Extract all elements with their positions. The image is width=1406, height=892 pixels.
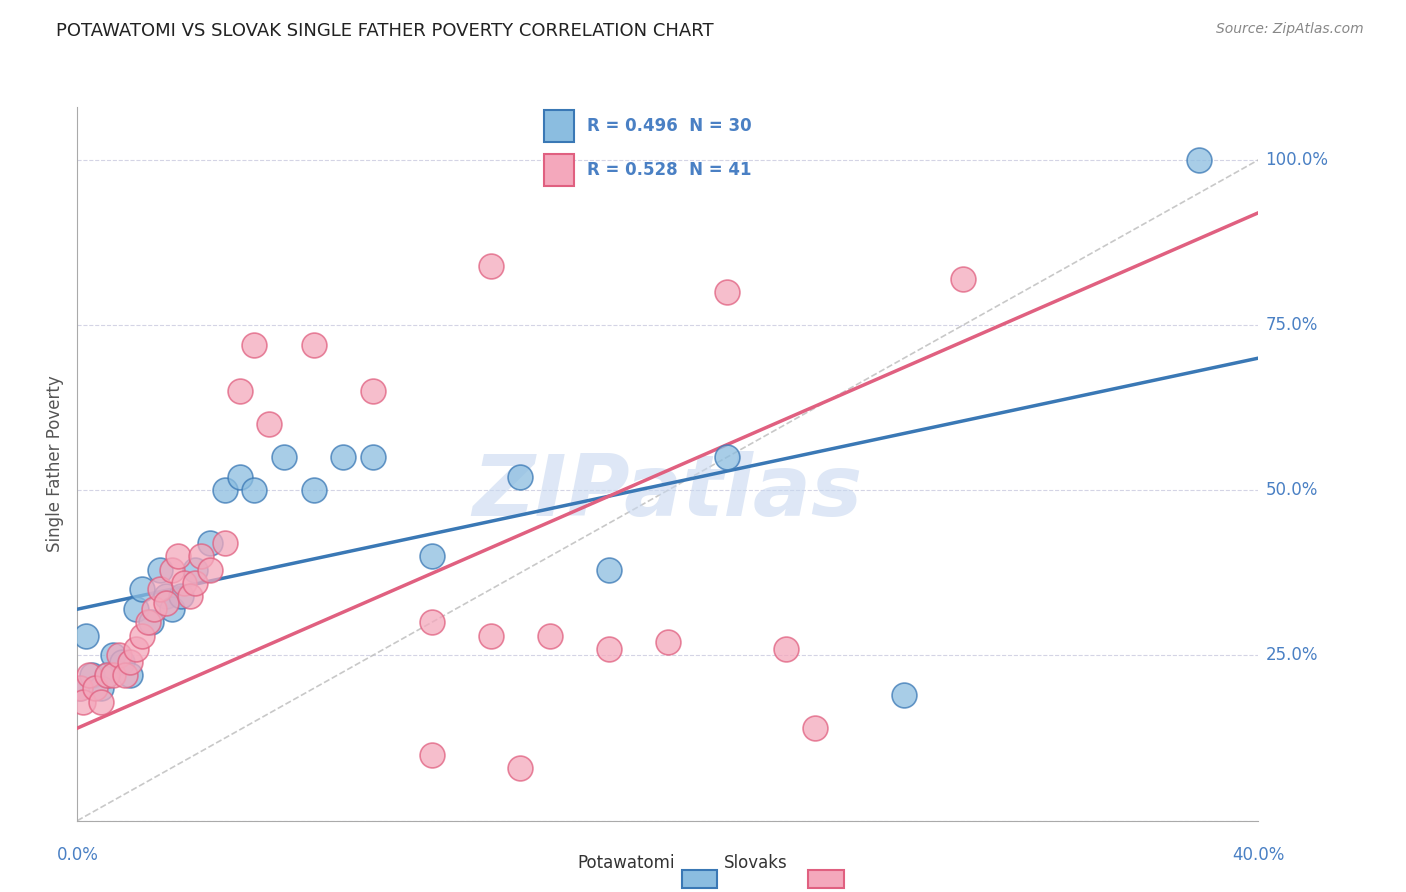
Point — [179, 589, 201, 603]
Text: R = 0.528  N = 41: R = 0.528 N = 41 — [586, 161, 751, 178]
FancyBboxPatch shape — [544, 110, 575, 142]
Point — [184, 575, 207, 590]
Text: 40.0%: 40.0% — [1232, 846, 1285, 863]
Point — [302, 483, 325, 498]
Point — [214, 483, 236, 498]
FancyBboxPatch shape — [544, 154, 575, 186]
Point — [479, 629, 502, 643]
Point — [538, 629, 561, 643]
Point — [420, 615, 443, 630]
Point — [716, 285, 738, 299]
Point — [149, 563, 172, 577]
Text: Potawatomi: Potawatomi — [578, 855, 675, 872]
Point — [775, 641, 797, 656]
Point — [893, 688, 915, 702]
Point — [155, 589, 177, 603]
Point — [598, 563, 620, 577]
Point — [509, 470, 531, 484]
Point — [214, 536, 236, 550]
Point — [155, 596, 177, 610]
Text: 0.0%: 0.0% — [56, 846, 98, 863]
Point — [173, 575, 195, 590]
Point — [84, 681, 107, 696]
Point — [143, 602, 166, 616]
Text: 25.0%: 25.0% — [1265, 647, 1317, 665]
Point — [1188, 153, 1211, 167]
Point — [228, 384, 252, 399]
Point — [243, 338, 266, 352]
Point — [101, 668, 124, 682]
Point — [90, 695, 112, 709]
Point — [361, 450, 384, 465]
Point — [200, 563, 222, 577]
Point — [136, 615, 159, 630]
Point — [82, 668, 104, 682]
Text: 50.0%: 50.0% — [1265, 482, 1317, 500]
Point — [75, 629, 97, 643]
Point — [96, 668, 118, 682]
Text: Source: ZipAtlas.com: Source: ZipAtlas.com — [1216, 22, 1364, 37]
Point — [120, 668, 142, 682]
Point — [952, 272, 974, 286]
Point — [131, 629, 153, 643]
Point — [509, 761, 531, 775]
Point — [332, 450, 354, 465]
Point — [190, 549, 212, 564]
Point — [125, 602, 148, 616]
Point — [184, 563, 207, 577]
Point — [69, 681, 91, 696]
Point — [107, 648, 129, 663]
Point — [657, 635, 679, 649]
Point — [77, 668, 100, 682]
Text: R = 0.496  N = 30: R = 0.496 N = 30 — [586, 117, 751, 135]
Point — [259, 417, 281, 432]
Text: 75.0%: 75.0% — [1265, 316, 1317, 334]
Text: POTAWATOMI VS SLOVAK SINGLE FATHER POVERTY CORRELATION CHART: POTAWATOMI VS SLOVAK SINGLE FATHER POVER… — [56, 22, 714, 40]
Point — [69, 681, 91, 696]
Point — [101, 648, 124, 663]
Point — [160, 602, 183, 616]
Point — [479, 259, 502, 273]
Text: ZIPatlas: ZIPatlas — [472, 450, 863, 534]
Point — [420, 549, 443, 564]
Point — [141, 615, 163, 630]
Point — [72, 695, 94, 709]
Point — [96, 668, 118, 682]
Point — [149, 582, 172, 597]
Point — [598, 641, 620, 656]
Point — [420, 747, 443, 762]
Point — [131, 582, 153, 597]
Point — [160, 563, 183, 577]
Point — [243, 483, 266, 498]
Point — [200, 536, 222, 550]
Point — [125, 641, 148, 656]
Point — [111, 655, 132, 669]
Point — [228, 470, 252, 484]
Point — [302, 338, 325, 352]
Text: Slovaks: Slovaks — [724, 855, 787, 872]
Point — [166, 549, 188, 564]
Point — [114, 668, 136, 682]
Text: 100.0%: 100.0% — [1265, 151, 1329, 169]
Point — [170, 589, 193, 603]
Point — [120, 655, 142, 669]
Point — [90, 681, 112, 696]
Point — [716, 450, 738, 465]
Point — [804, 721, 827, 735]
Point — [273, 450, 295, 465]
Y-axis label: Single Father Poverty: Single Father Poverty — [46, 376, 65, 552]
Point — [361, 384, 384, 399]
